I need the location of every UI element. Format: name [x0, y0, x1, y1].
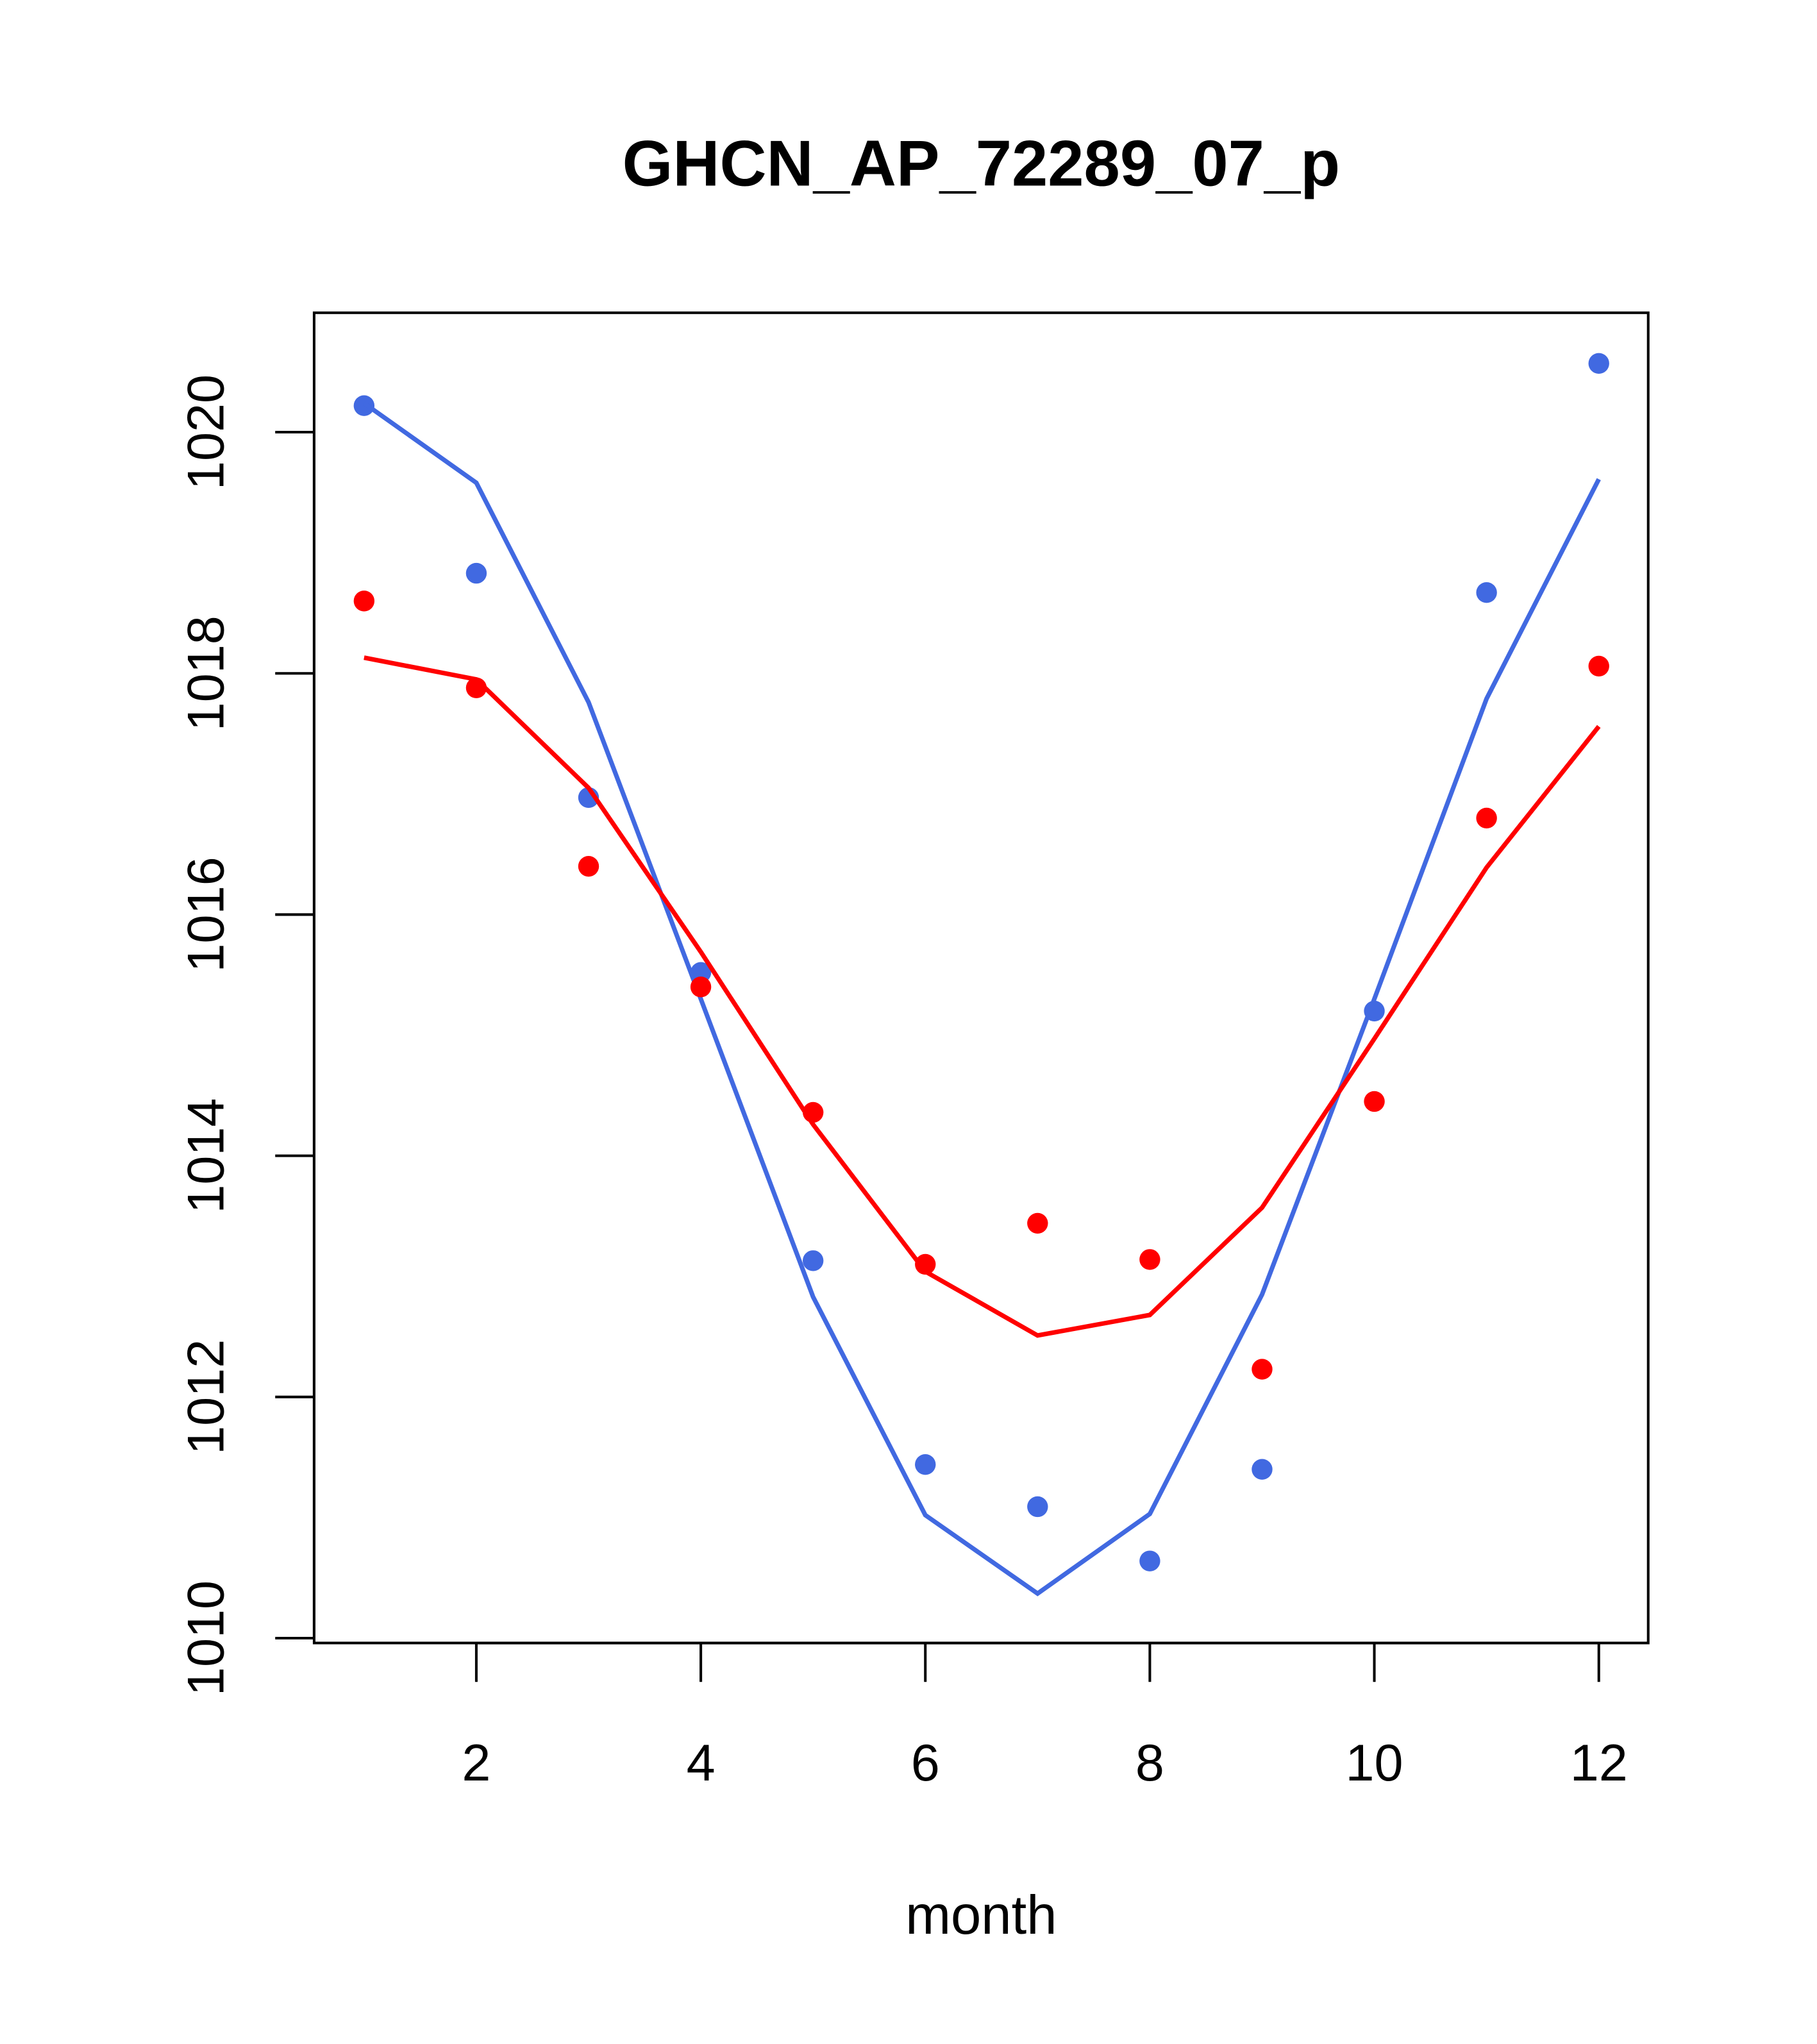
- red-points-point: [1476, 807, 1497, 829]
- blue-points-point: [1252, 1459, 1273, 1480]
- x-tick-label: 2: [462, 1734, 490, 1792]
- red-points-point: [690, 976, 712, 998]
- x-axis: 2 4 6 8 10 12: [462, 1641, 1628, 1792]
- red-points-point: [353, 591, 375, 612]
- plot-frame: [312, 311, 1650, 1645]
- blue-points-point: [1027, 1496, 1048, 1518]
- blue-points-point: [465, 562, 487, 584]
- x-tick-label: 4: [687, 1734, 716, 1792]
- x-tick-label: 10: [1346, 1734, 1403, 1792]
- red-points-point: [1027, 1212, 1048, 1234]
- y-tick-label: 1018: [177, 616, 235, 731]
- x-axis-label: month: [905, 1885, 1057, 1946]
- x-tick-label: 8: [1135, 1734, 1164, 1792]
- y-tick-label: 1012: [177, 1339, 235, 1455]
- red-points-point: [1252, 1359, 1273, 1380]
- blue-line: [362, 401, 1601, 1596]
- red-points-point: [1139, 1249, 1160, 1270]
- blue-points-point: [690, 962, 712, 983]
- blue-points-point: [1139, 1550, 1160, 1571]
- y-tick-label: 1014: [177, 1098, 235, 1214]
- x-tick-label: 12: [1570, 1734, 1628, 1792]
- red-line: [364, 655, 1601, 1338]
- blue-points-point: [915, 1453, 936, 1475]
- red-points-point: [915, 1253, 936, 1275]
- y-tick-label: 1020: [177, 374, 235, 490]
- series-layer: [353, 353, 1609, 1596]
- blue-points-point: [802, 1250, 824, 1271]
- y-tick-label: 1016: [177, 857, 235, 972]
- blue-points-point: [1588, 353, 1609, 374]
- y-axis: 1010 1012 1014 1016 1018 1020: [177, 374, 315, 1696]
- red-points-point: [1364, 1091, 1385, 1112]
- chart-title: GHCN_AP_72289_07_p: [623, 127, 1340, 199]
- x-tick-label: 6: [911, 1734, 940, 1792]
- blue-points-point: [1476, 582, 1497, 603]
- red-points-point: [578, 855, 599, 877]
- red-points-point: [1588, 655, 1609, 677]
- y-tick-label: 1010: [177, 1580, 235, 1696]
